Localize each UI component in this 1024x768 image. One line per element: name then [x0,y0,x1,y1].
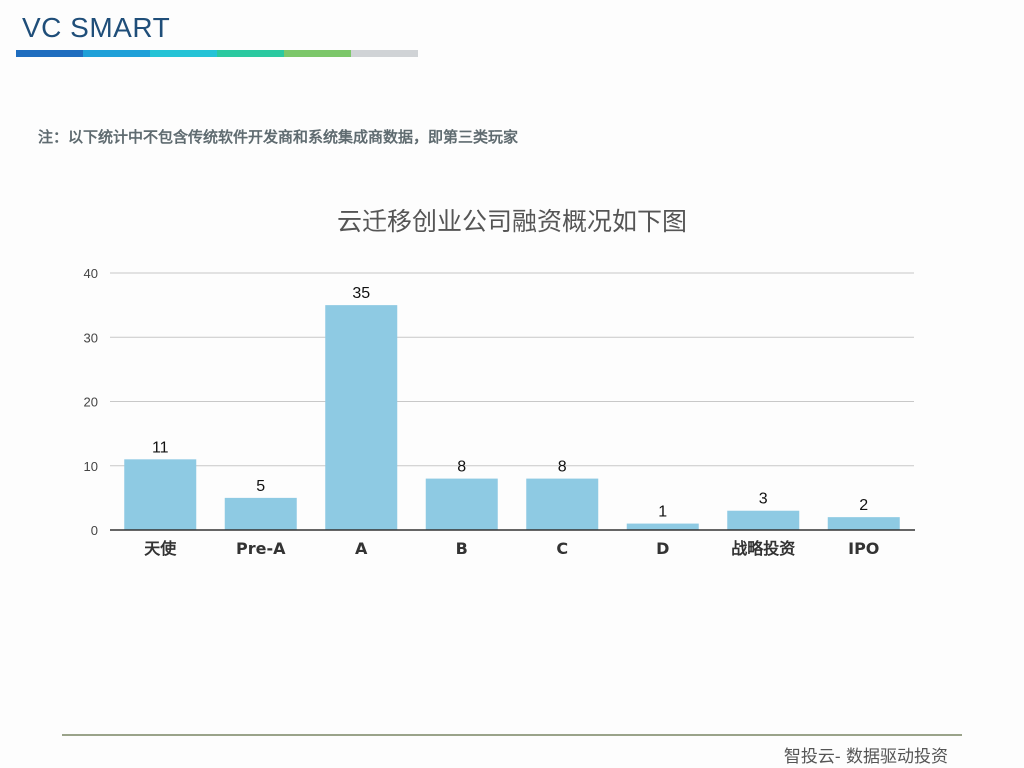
data-label: 1 [658,504,667,521]
x-tick-label: C [556,539,568,558]
x-tick-label: A [355,539,368,558]
x-tick-label: B [456,539,468,558]
y-tick-label: 40 [84,266,98,281]
chart-title: 云迁移创业公司融资概况如下图 [337,207,687,236]
stripe-segment [284,50,351,57]
brand-stripe [16,50,418,57]
data-label: 8 [558,459,567,476]
note-text: 注：以下统计中不包含传统软件开发商和系统集成商数据，即第三类玩家 [38,128,519,146]
y-tick-label: 20 [84,395,98,410]
bar [425,478,498,530]
bar [626,523,699,530]
data-label: 5 [256,478,265,495]
stripe-segment [16,50,83,57]
footer-divider [62,734,962,736]
data-label: 8 [457,459,466,476]
bar-chart: 云迁移创业公司融资概况如下图 0 10 20 30 40 11 天使 5 Pre-A 35 A 8 B 8… [84,207,915,558]
bar [224,497,297,530]
stripe-segment [217,50,284,57]
x-tick-label: IPO [848,539,879,558]
x-tick-label: 战略投资 [731,539,795,558]
y-tick-label: 0 [91,523,98,538]
y-tick-label: 30 [84,330,98,345]
bar [325,305,398,530]
data-label: 11 [152,439,169,456]
stripe-segment [150,50,217,57]
x-tick-label: D [656,539,669,558]
footer-tagline: 智投云- 数据驱动投资 [783,747,948,767]
bar [526,478,599,530]
bar [124,459,197,530]
x-tick-label: Pre-A [236,539,286,558]
data-label: 2 [859,497,868,514]
data-label: 3 [759,491,768,508]
stripe-segment [83,50,150,57]
stripe-segment [351,50,418,57]
x-tick-label: 天使 [144,539,177,558]
y-tick-label: 10 [84,459,98,474]
bar [727,510,800,530]
brand-title: VC SMART [22,12,171,43]
bar [827,517,900,530]
data-label: 35 [352,285,370,302]
